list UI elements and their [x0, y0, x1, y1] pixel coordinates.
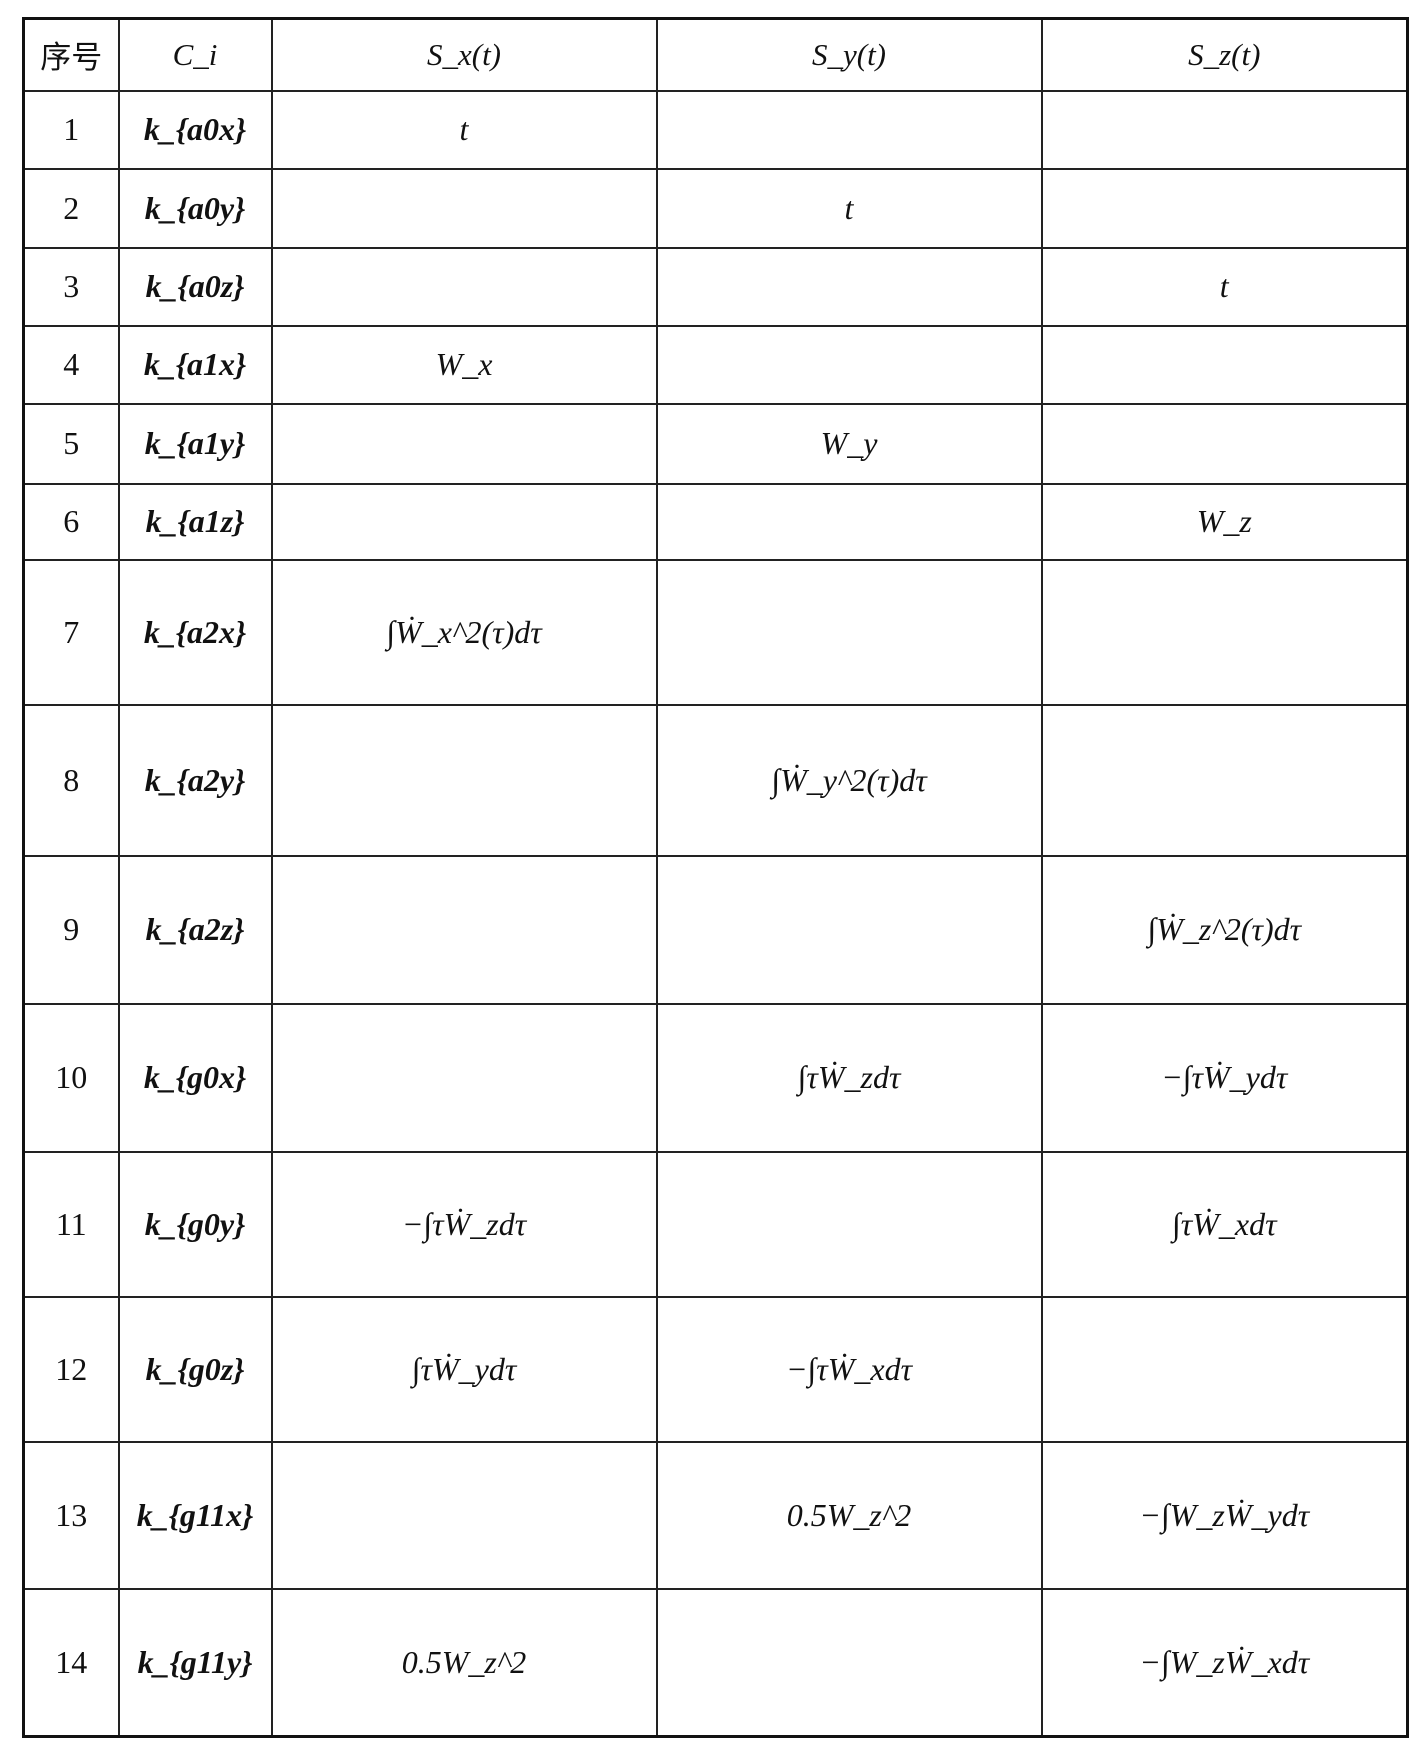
- table-row: 13 k_{g11x} 0.5W_z^2 −∫W_zẆ_ydτ: [22, 1440, 1409, 1590]
- sz-cell: −∫τẆ_ydτ: [1040, 1002, 1409, 1153]
- coefficient-name: k_{a2z}: [117, 854, 273, 1005]
- sx-cell: t: [270, 89, 658, 170]
- sy-cell: ∫τẆ_zdτ: [655, 1002, 1043, 1153]
- sx-cell: [270, 1440, 658, 1590]
- table-row: 12 k_{g0z} ∫τẆ_ydτ −∫τẆ_xdτ: [22, 1295, 1409, 1443]
- sx-cell: [270, 482, 658, 561]
- row-index: 1: [22, 89, 120, 170]
- sy-cell: [655, 246, 1043, 327]
- sy-cell: [655, 324, 1043, 405]
- sy-cell: 0.5W_z^2: [655, 1440, 1043, 1590]
- row-index: 14: [22, 1587, 120, 1738]
- coefficient-name: k_{a1z}: [117, 482, 273, 561]
- table-row: 10 k_{g0x} ∫τẆ_zdτ −∫τẆ_ydτ: [22, 1002, 1409, 1153]
- table-row: 5 k_{a1y} W_y: [22, 402, 1409, 485]
- row-index: 4: [22, 324, 120, 405]
- sz-cell: [1040, 703, 1409, 857]
- sz-cell: [1040, 402, 1409, 485]
- sx-cell: [270, 402, 658, 485]
- coefficient-name: k_{a0x}: [117, 89, 273, 170]
- sx-cell: [270, 854, 658, 1005]
- sy-cell: [655, 482, 1043, 561]
- header-sz: S_z(t): [1040, 17, 1409, 92]
- sz-cell: [1040, 324, 1409, 405]
- header-ci: C_i: [117, 17, 273, 92]
- table-row: 14 k_{g11y} 0.5W_z^2 −∫W_zẆ_xdτ: [22, 1587, 1409, 1738]
- row-index: 5: [22, 402, 120, 485]
- table-row: 7 k_{a2x} ∫Ẇ_x^2(τ)dτ: [22, 558, 1409, 706]
- sz-cell: −∫W_zẆ_ydτ: [1040, 1440, 1409, 1590]
- sy-cell: [655, 1587, 1043, 1738]
- sz-cell: [1040, 167, 1409, 249]
- sy-cell: [655, 854, 1043, 1005]
- sx-cell: W_x: [270, 324, 658, 405]
- row-index: 10: [22, 1002, 120, 1153]
- coefficient-name: k_{g0z}: [117, 1295, 273, 1443]
- row-index: 3: [22, 246, 120, 327]
- coefficient-name: k_{a0z}: [117, 246, 273, 327]
- row-index: 6: [22, 482, 120, 561]
- sx-cell: −∫τẆ_zdτ: [270, 1150, 658, 1298]
- sz-cell: [1040, 558, 1409, 706]
- sy-cell: W_y: [655, 402, 1043, 485]
- coefficient-name: k_{a1y}: [117, 402, 273, 485]
- table-row: 9 k_{a2z} ∫Ẇ_z^2(τ)dτ: [22, 854, 1409, 1005]
- header-sx: S_x(t): [270, 17, 658, 92]
- row-index: 8: [22, 703, 120, 857]
- coefficient-name: k_{g11y}: [117, 1587, 273, 1738]
- header-index: 序号: [22, 17, 120, 92]
- table-row: 8 k_{a2y} ∫Ẇ_y^2(τ)dτ: [22, 703, 1409, 857]
- coefficient-name: k_{g0y}: [117, 1150, 273, 1298]
- sx-cell: ∫τẆ_ydτ: [270, 1295, 658, 1443]
- row-index: 12: [22, 1295, 120, 1443]
- table-row: 6 k_{a1z} W_z: [22, 482, 1409, 561]
- coefficient-table: 序号 C_i S_x(t) S_y(t) S_z(t) 1 k_{a0x} t 2 k_…: [22, 17, 1409, 1738]
- row-index: 9: [22, 854, 120, 1005]
- sz-cell: ∫Ẇ_z^2(τ)dτ: [1040, 854, 1409, 1005]
- sz-cell: ∫τẆ_xdτ: [1040, 1150, 1409, 1298]
- sz-cell: [1040, 1295, 1409, 1443]
- sx-cell: [270, 1002, 658, 1153]
- sz-cell: t: [1040, 246, 1409, 327]
- coefficient-name: k_{g11x}: [117, 1440, 273, 1590]
- sx-cell: [270, 703, 658, 857]
- row-index: 2: [22, 167, 120, 249]
- row-index: 13: [22, 1440, 120, 1590]
- sz-cell: −∫W_zẆ_xdτ: [1040, 1587, 1409, 1738]
- sx-cell: ∫Ẇ_x^2(τ)dτ: [270, 558, 658, 706]
- sy-cell: −∫τẆ_xdτ: [655, 1295, 1043, 1443]
- sx-cell: [270, 167, 658, 249]
- sx-cell: 0.5W_z^2: [270, 1587, 658, 1738]
- sz-cell: W_z: [1040, 482, 1409, 561]
- coefficient-name: k_{a2x}: [117, 558, 273, 706]
- coefficient-name: k_{g0x}: [117, 1002, 273, 1153]
- coefficient-name: k_{a1x}: [117, 324, 273, 405]
- sy-cell: t: [655, 167, 1043, 249]
- sz-cell: [1040, 89, 1409, 170]
- sy-cell: [655, 558, 1043, 706]
- sy-cell: [655, 1150, 1043, 1298]
- table-row: 2 k_{a0y} t: [22, 167, 1409, 249]
- header-row: 序号 C_i S_x(t) S_y(t) S_z(t): [22, 17, 1409, 92]
- sy-cell: [655, 89, 1043, 170]
- coefficient-name: k_{a2y}: [117, 703, 273, 857]
- table-row: 11 k_{g0y} −∫τẆ_zdτ ∫τẆ_xdτ: [22, 1150, 1409, 1298]
- row-index: 7: [22, 558, 120, 706]
- sy-cell: ∫Ẇ_y^2(τ)dτ: [655, 703, 1043, 857]
- table-row: 3 k_{a0z} t: [22, 246, 1409, 327]
- table-row: 4 k_{a1x} W_x: [22, 324, 1409, 405]
- sx-cell: [270, 246, 658, 327]
- header-sy: S_y(t): [655, 17, 1043, 92]
- table-row: 1 k_{a0x} t: [22, 89, 1409, 170]
- coefficient-name: k_{a0y}: [117, 167, 273, 249]
- row-index: 11: [22, 1150, 120, 1298]
